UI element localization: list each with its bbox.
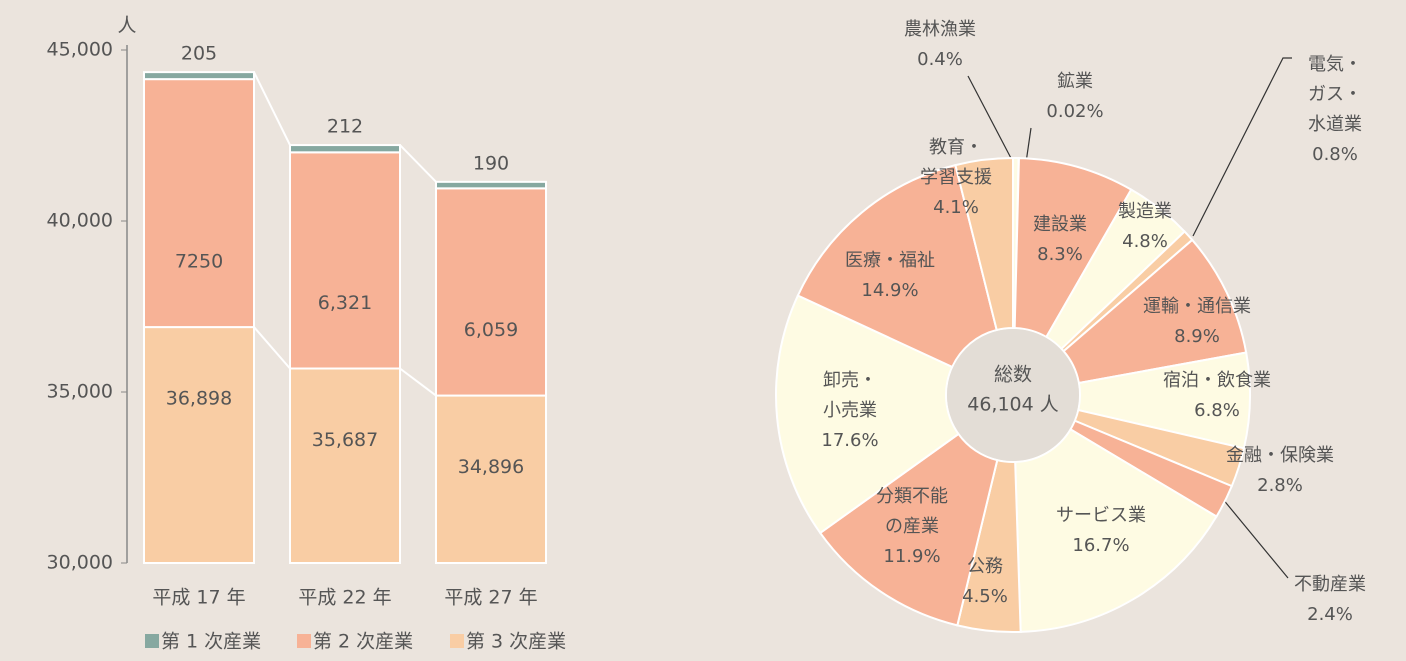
legend-swatch (145, 634, 159, 648)
bar-segment (435, 394, 547, 564)
legend-label: 第 1 次産業 (161, 631, 261, 653)
donut-slice (796, 163, 998, 369)
slice-label: 電気・ ガス・ 水道業 (1308, 54, 1362, 135)
center-value: 46,104 人 (967, 394, 1059, 416)
slice-label: サービス業 (1056, 505, 1146, 526)
x-tick-label: 平成 22 年 (298, 587, 391, 609)
slice-percent: 8.3% (1037, 244, 1083, 265)
bar-segment (143, 78, 255, 329)
donut-slice (818, 432, 999, 627)
bar-segment (289, 144, 401, 154)
slice-percent: 4.1% (933, 197, 979, 218)
value-label: 6,321 (318, 292, 372, 314)
slice-percent: 0.02% (1046, 101, 1104, 122)
value-label: 36,898 (166, 388, 232, 410)
connector (253, 326, 291, 370)
slice-percent: 4.8% (1122, 231, 1168, 252)
value-label: 212 (327, 116, 363, 138)
slice-percent: 4.5% (962, 586, 1008, 607)
value-label: 7250 (175, 251, 223, 273)
legend-swatch (450, 634, 464, 648)
slice-label: 医療・福祉 (845, 250, 935, 271)
slice-percent: 0.4% (917, 49, 963, 70)
y-tick-label: 40,000 (47, 210, 113, 232)
slice-percent: 2.4% (1307, 604, 1353, 625)
slice-percent: 14.9% (861, 280, 919, 301)
y-tick-label: 30,000 (47, 552, 113, 574)
leader-line (967, 75, 1014, 163)
slice-label: 不動産業 (1294, 574, 1366, 595)
donut-slice (954, 156, 1014, 332)
connector (399, 367, 437, 397)
legend-label: 第 3 次産業 (466, 631, 566, 653)
slice-label: 分類不能 の産業 (876, 486, 948, 537)
donut-slice (1013, 157, 1133, 339)
slice-percent: 11.9% (883, 546, 941, 567)
donut-slice (775, 294, 960, 535)
value-label: 205 (181, 43, 217, 65)
value-label: 35,687 (312, 429, 378, 451)
slice-label: 農林漁業 (904, 19, 976, 40)
slice-label: 教育・ 学習支援 (920, 137, 992, 188)
slice-label: 建設業 (1033, 214, 1087, 235)
donut-hole (947, 329, 1079, 461)
bar-segment (143, 326, 255, 565)
bar-segment (289, 367, 401, 565)
x-tick-label: 平成 17 年 (152, 587, 245, 609)
x-tick-label: 平成 27 年 (444, 587, 537, 609)
bar-segment (435, 187, 547, 397)
y-unit: 人 (117, 15, 136, 37)
center-title: 総数 (994, 364, 1032, 386)
connector (253, 71, 291, 146)
bar-segment (143, 71, 255, 81)
legend-swatch (297, 634, 311, 648)
slice-label: 運輸・通信業 (1143, 296, 1251, 317)
value-label: 34,896 (458, 456, 524, 478)
legend-label: 第 2 次産業 (313, 631, 413, 653)
slice-percent: 8.9% (1174, 326, 1220, 347)
slice-label: 宿泊・飲食業 (1163, 370, 1271, 391)
slice-label: 鉱業 (1057, 71, 1093, 92)
value-label: 6,059 (464, 319, 518, 341)
value-label: 190 (473, 152, 509, 174)
slice-percent: 6.8% (1194, 400, 1240, 421)
y-tick-label: 45,000 (47, 39, 113, 61)
slice-percent: 16.7% (1072, 535, 1130, 556)
bar-segment (435, 180, 547, 190)
slice-percent: 2.8% (1257, 475, 1303, 496)
bar-segment (289, 151, 401, 370)
slice-label: 卸売・ 小売業 (823, 370, 877, 421)
slice-percent: 17.6% (821, 430, 879, 451)
y-tick-label: 35,000 (47, 381, 113, 403)
slice-label: 公務 (967, 556, 1003, 577)
slice-percent: 0.8% (1312, 144, 1358, 165)
slice-label: 製造業 (1118, 201, 1172, 222)
donut-slice (1014, 427, 1218, 633)
connector (399, 144, 437, 183)
slice-label: 金融・保険業 (1226, 445, 1334, 466)
leader-line (1192, 57, 1292, 237)
